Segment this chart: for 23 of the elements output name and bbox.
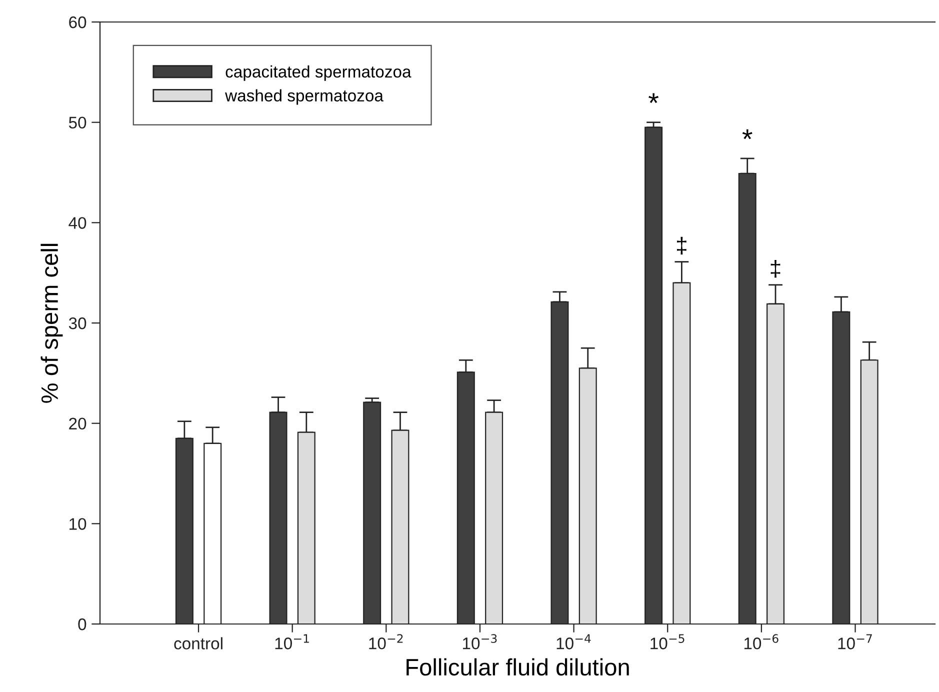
- data-label: *: [648, 93, 659, 104]
- x-tick-label: 10$^{−5}$: [650, 634, 684, 650]
- data-label: ‡: [676, 236, 686, 255]
- x-tick-label: 10$^{−3}$: [462, 634, 497, 650]
- x-tick-label: control: [174, 637, 222, 650]
- x-tick-label: 10$^{−6}$: [744, 634, 778, 650]
- y-tick-label: 60: [69, 16, 86, 28]
- y-tick-label: 30: [68, 317, 86, 330]
- y-tick-label: 40: [68, 217, 86, 229]
- y-tick-label: 50: [68, 116, 86, 129]
- x-tick-label: 10$^{−7}$: [838, 634, 872, 650]
- data-label: *: [742, 129, 752, 140]
- x-tick-label: 10$^{−2}$: [369, 634, 403, 650]
- legend-label: washed spermatozoa: [225, 89, 384, 105]
- x-tick-label: 10$^{−4}$: [556, 634, 591, 650]
- data-label: ‡: [770, 260, 780, 278]
- x-tick-label: 10$^{−1}$: [275, 634, 309, 650]
- y-axis-title: % of sperm cell: [40, 244, 63, 403]
- x-axis-title: Follicular fluid dilution: [406, 658, 629, 676]
- y-tick-label: 10: [70, 518, 86, 530]
- y-tick-label: 0: [78, 618, 86, 630]
- y-tick-label: 20: [69, 418, 86, 430]
- legend-label: capacitated spermatozoa: [226, 65, 412, 81]
